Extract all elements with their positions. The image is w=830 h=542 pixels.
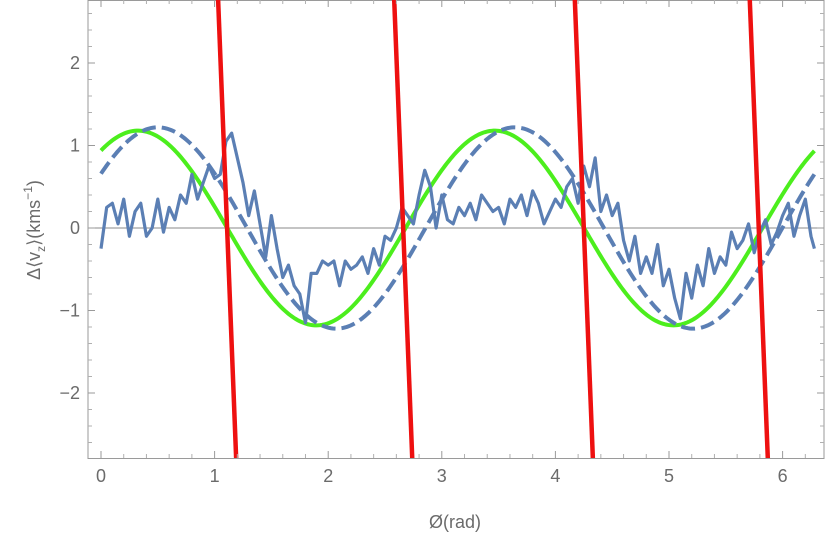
series-red-segment	[215, 0, 239, 458]
y-tick-label: 0	[70, 218, 80, 238]
x-tick-label: 0	[96, 466, 106, 486]
series-red-segment	[391, 0, 415, 458]
series-red-segment	[747, 0, 771, 458]
y-axis-label-sup: −1	[21, 186, 35, 200]
x-tick-label: 3	[437, 466, 447, 486]
y-tick-label: 2	[70, 53, 80, 73]
plot-frame	[87, 0, 825, 459]
y-axis-label: Δ⟨vz⟩(kms−1)	[21, 180, 48, 280]
series-red-segment	[572, 0, 596, 458]
x-tick-label: 5	[664, 466, 674, 486]
series-green-sine	[99, 128, 816, 328]
y-axis-label-suffix: )	[24, 180, 44, 186]
axis-ticks: 0 1 2 3 4 5 6 −2 −1 0 1 2	[59, 0, 824, 486]
series-blue-noisy	[99, 131, 816, 325]
series-blue-dashed-sine	[99, 125, 817, 331]
series-layer	[99, 0, 817, 458]
x-tick-label: 6	[778, 466, 788, 486]
y-axis-label-prefix: Δ⟨v	[24, 252, 44, 280]
x-tick-label: 4	[550, 466, 560, 486]
x-axis-label: Ø(rad)	[429, 512, 481, 532]
y-tick-label: −1	[59, 301, 80, 321]
y-tick-label: −2	[59, 383, 80, 403]
x-tick-label: 2	[323, 466, 333, 486]
y-axis-label-sub: z	[34, 246, 48, 252]
plot-border	[87, 0, 825, 459]
y-tick-label: 1	[70, 136, 80, 156]
x-tick-label: 1	[210, 466, 220, 486]
y-axis-label-middle: ⟩(kms	[24, 200, 44, 246]
